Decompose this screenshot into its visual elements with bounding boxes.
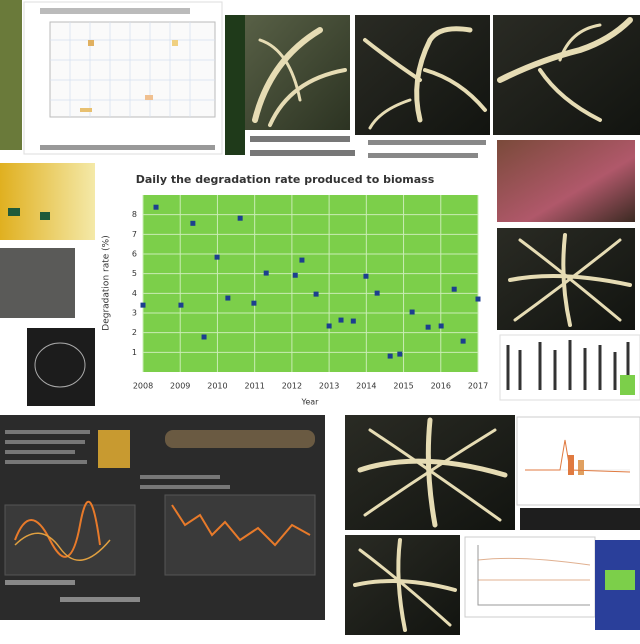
photo: [345, 535, 460, 635]
y-tick-label: 6: [132, 250, 137, 259]
y-tick-label: 1: [132, 348, 137, 357]
point: [299, 257, 305, 263]
chart-title: Daily the degradation rate produced to b…: [136, 173, 435, 186]
caption-block: [250, 150, 355, 156]
mini-chart: [464, 536, 596, 618]
photo: [345, 415, 515, 530]
caption-block: [368, 140, 486, 145]
x-tick-label: 2008: [133, 382, 153, 391]
y-axis-label: Degradation rate (%): [102, 235, 112, 330]
photo: [0, 163, 95, 240]
point: [409, 309, 415, 315]
y-tick-label: 2: [132, 328, 137, 337]
y-tick-label: 3: [132, 309, 137, 318]
photo-strip: [225, 15, 245, 155]
point: [292, 272, 298, 278]
photo: [355, 15, 490, 135]
x-tick-label: 2009: [170, 382, 190, 391]
x-tick-label: 2016: [431, 382, 451, 391]
point: [326, 323, 332, 329]
x-tick-label: 2017: [468, 382, 488, 391]
photo-detail: [8, 208, 20, 216]
point: [387, 353, 393, 359]
photo: [27, 328, 95, 406]
point: [313, 291, 319, 297]
photo: [0, 248, 75, 318]
point: [225, 295, 231, 301]
point: [214, 254, 220, 260]
point: [140, 302, 146, 308]
point: [201, 334, 207, 340]
y-tick-label: 5: [132, 269, 137, 278]
x-tick-label: 2014: [356, 382, 376, 391]
point: [425, 324, 431, 330]
plot-area: [143, 195, 478, 372]
caption-block: [250, 136, 350, 142]
x-tick-label: 2013: [319, 382, 339, 391]
photo: [493, 15, 640, 135]
point: [237, 215, 243, 221]
x-tick-label: 2011: [244, 382, 264, 391]
photo: [497, 228, 635, 330]
point: [397, 351, 403, 357]
point: [438, 323, 444, 329]
point: [263, 270, 269, 276]
point: [153, 204, 159, 210]
point: [475, 296, 481, 302]
plot: 1 2 3 4 5 6 7 8 2008 2009 2010 2011 2012 2013 2014 2015…: [132, 195, 488, 391]
x-tick-label: 2015: [393, 382, 413, 391]
x-tick-label: 2012: [282, 382, 302, 391]
mini-chart: [516, 416, 640, 530]
y-tick-label: 8: [132, 210, 137, 219]
y-tick-label: 4: [132, 289, 137, 298]
point: [350, 318, 356, 324]
photo: [497, 140, 635, 222]
mini-chart: [23, 1, 223, 155]
photo-detail: [34, 342, 86, 388]
y-tick-label: 7: [132, 230, 137, 239]
point: [338, 317, 344, 323]
x-tick-label: 2010: [207, 382, 227, 391]
photo-detail: [40, 212, 50, 220]
caption-block: [368, 153, 478, 158]
point: [178, 302, 184, 308]
photo: [245, 15, 350, 130]
point: [460, 338, 466, 344]
dashboard: [0, 415, 325, 620]
point: [363, 273, 369, 279]
mini-chart: [499, 334, 640, 401]
point: [451, 286, 457, 292]
point: [251, 300, 257, 306]
point: [374, 290, 380, 296]
photo-detail: [605, 570, 635, 590]
photo-strip: [0, 0, 22, 150]
point: [190, 220, 196, 226]
x-axis-label: Year: [301, 398, 320, 407]
